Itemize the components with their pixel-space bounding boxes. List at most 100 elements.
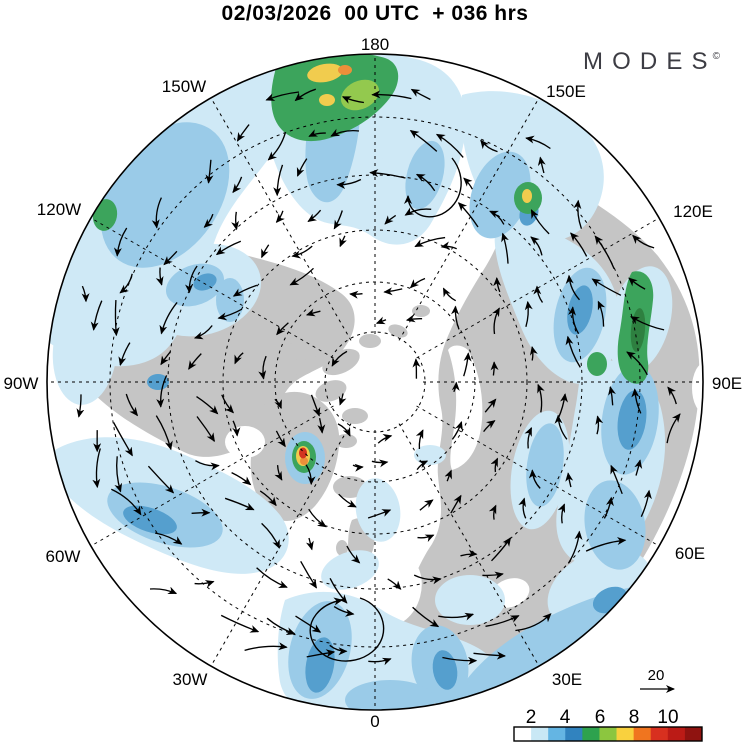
wind-arrow xyxy=(203,213,214,228)
page-title: 02/03/2026 00 UTC + 036 hrs xyxy=(221,2,529,25)
wind-arrow xyxy=(232,176,243,194)
shade-yellow xyxy=(522,189,532,203)
wind-arrow xyxy=(416,460,429,470)
wind-arrow xyxy=(485,615,520,627)
wind-arrow xyxy=(628,277,646,290)
wind-arrow xyxy=(480,139,498,153)
wind-arrow xyxy=(442,656,478,665)
wind-arrow xyxy=(585,536,627,552)
wind-arrow xyxy=(377,433,393,444)
colorbar-cell xyxy=(531,727,549,741)
wind-arrow xyxy=(383,287,403,296)
colorbar-tick: 8 xyxy=(629,707,640,728)
wind-arrow xyxy=(482,571,504,580)
wind-arrow xyxy=(417,534,435,542)
wind-arrow xyxy=(570,232,588,257)
land-island xyxy=(412,305,430,317)
shade-light xyxy=(321,550,379,590)
wind-arrow xyxy=(156,375,168,408)
wind-arrow xyxy=(419,499,434,511)
wind-arrow xyxy=(463,177,473,190)
reference-arrow-label: 20 xyxy=(648,667,665,684)
wind-arrow xyxy=(236,124,250,142)
wind-arrow xyxy=(410,88,431,101)
wind-arrow xyxy=(404,207,432,216)
land-island xyxy=(359,334,381,348)
wind-arrow xyxy=(533,285,544,303)
wind-arrow xyxy=(163,250,178,266)
ring-label-90e: 90E xyxy=(712,374,742,393)
wind-arrow xyxy=(125,393,139,417)
wind-arrow xyxy=(515,613,552,632)
shade-green xyxy=(271,54,399,142)
colorbar-cell xyxy=(633,727,652,741)
wind-arrow xyxy=(597,300,606,327)
wind-arrow xyxy=(266,617,296,635)
wind-arrow xyxy=(591,278,622,296)
wind-arrow xyxy=(603,496,614,519)
colorbar-tick: 10 xyxy=(657,707,678,728)
wind-arrow xyxy=(491,307,500,335)
wind-arrow xyxy=(412,358,421,379)
wind-arrow xyxy=(530,209,550,235)
wind-arrow xyxy=(438,612,475,621)
wind-arrow xyxy=(275,430,286,448)
wind-arrow xyxy=(565,274,581,301)
graticule-meridian xyxy=(398,423,539,665)
shade-medium xyxy=(584,480,646,570)
wind-arrow xyxy=(530,236,543,256)
wind-arrow xyxy=(90,300,103,331)
wind-arrow xyxy=(451,381,460,393)
wind-arrow xyxy=(484,398,497,413)
shade-yellow xyxy=(319,94,335,106)
wind-arrow xyxy=(329,644,348,656)
wind-arrow xyxy=(188,353,202,370)
wind-arrow xyxy=(667,386,677,405)
wind-arrow xyxy=(451,421,463,440)
shade-dark xyxy=(432,650,458,690)
graticule-meridian xyxy=(211,423,352,665)
ring-label-90w: 90W xyxy=(4,374,39,393)
wind-arrow xyxy=(565,335,581,368)
wind-arrow xyxy=(289,267,314,286)
wind-arrow xyxy=(215,240,242,256)
wind-arrow xyxy=(371,90,412,100)
wind-arrow xyxy=(528,469,541,489)
land-island xyxy=(342,408,368,424)
wind-arrow xyxy=(336,178,362,190)
wind-arrow xyxy=(113,227,128,257)
shade-light xyxy=(355,478,401,542)
wind-arrow xyxy=(341,96,364,104)
wind-arrow xyxy=(610,464,623,495)
wind-arrow xyxy=(413,574,442,585)
sea-gap xyxy=(692,362,703,414)
wind-arrow xyxy=(525,135,551,150)
land-island xyxy=(303,337,333,357)
wind-arrow xyxy=(119,273,133,294)
wind-arrow xyxy=(205,159,214,184)
shade-orange xyxy=(338,65,352,75)
modes-logo-text: MODES xyxy=(583,48,717,75)
shade-green xyxy=(92,199,118,231)
wind-arrow xyxy=(306,649,336,658)
wind-arrow xyxy=(412,606,440,628)
graticule-meridian xyxy=(211,99,352,341)
wind-arrow xyxy=(524,426,533,449)
wind-arrow xyxy=(405,314,423,323)
wind-arrow xyxy=(232,284,258,297)
wind-arrow xyxy=(435,133,464,158)
copyright-icon: © xyxy=(712,51,720,62)
ring-label-150e: 150E xyxy=(546,82,586,101)
wind-arrow xyxy=(333,606,355,617)
vortex-streamlines xyxy=(309,157,462,662)
shade-medium xyxy=(526,423,564,507)
shade-light xyxy=(414,445,446,465)
land-island xyxy=(336,540,348,556)
ring-label-180: 180 xyxy=(361,35,389,54)
wind-arrow xyxy=(415,173,436,192)
wind-arrow xyxy=(518,497,527,519)
ring-label-60e: 60E xyxy=(675,544,705,563)
wind-arrow xyxy=(256,567,288,588)
colorbar-cells xyxy=(514,727,703,741)
land-island xyxy=(335,434,357,448)
